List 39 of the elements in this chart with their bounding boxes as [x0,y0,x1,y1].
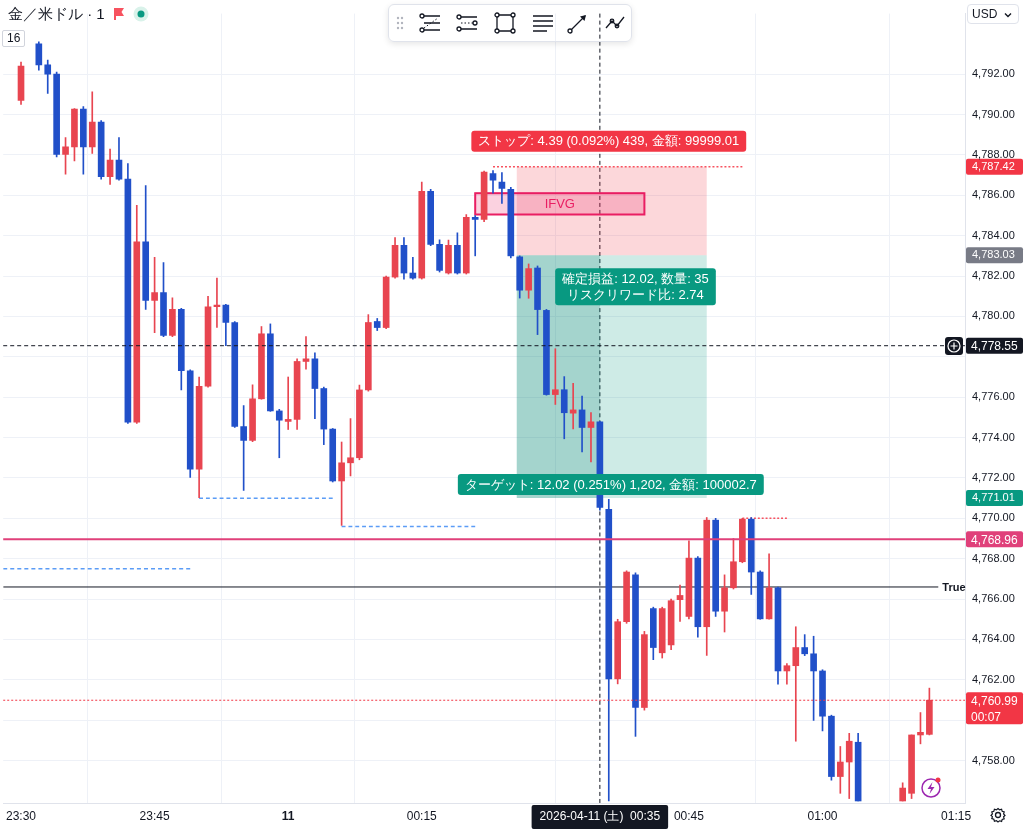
chart-title: 金／米ドル · 1 [8,5,105,23]
y-tick-label: 4,787.42 [972,159,1015,172]
y-tick-label: 4,792.00 [972,67,1015,80]
y-tick-label: 4,780.00 [972,309,1015,322]
x-tick-label: 11 [281,808,295,823]
y-tick-label: 4,782.00 [972,269,1015,282]
y-tick-label: 4,762.00 [972,672,1015,685]
y-tick-label: 4,790.00 [972,107,1015,120]
y-tick-label: 4,771.01 [972,490,1015,503]
x-tick-label: 00:45 [673,808,705,823]
y-tick-label: 4,774.00 [972,430,1015,443]
y-tick-label: 4,758.00 [972,753,1015,766]
annotation: ストップ: 4.39 (0.092%) 439, 金額: 99999.01 [478,133,740,149]
x-tick-label: 23:30 [6,808,37,823]
annotation: 00:07 [971,709,1002,724]
ref-line-label: 4,768.96 [971,532,1019,547]
y-tick-label: 4,786.00 [972,188,1015,201]
y-tick-label: 4,788.00 [972,147,1015,160]
annotation: ターゲット: 12.02 (0.251%) 1,202, 金額: 100002.7 [464,476,757,492]
ref-line-label: 4,778.55 [971,339,1019,354]
ref-line-label: 4,760.99 [971,693,1019,708]
y-tick-label: 4,768.00 [972,551,1015,564]
y-tick-label: 4,783.03 [972,248,1015,261]
y-tick-label: 4,776.00 [972,390,1015,403]
x-tick-label: 01:15 [941,808,972,823]
x-tick-label: 23:45 [139,808,170,823]
y-tick-label: 4,772.00 [972,470,1015,483]
y-tick-label: 4,770.00 [972,511,1015,524]
y-tick-label: 4,784.00 [972,228,1015,241]
x-tick-label: 00:15 [406,808,438,823]
x-tick-label: 01:00 [807,808,838,823]
y-axis-title: USD [972,7,998,21]
annotation: 確定損益: 12.02, 数量: 35 リスクリワード比: 2.74 [561,270,709,302]
y-tick-label: 4,766.00 [972,592,1015,605]
series-label: True [942,581,966,594]
annotation: 16 [2,30,26,47]
ref-line-label: 2026-04-11 (土) 00:35 [539,809,661,824]
series-label: IFVG [544,196,575,212]
y-tick-label: 4,764.00 [972,632,1015,645]
